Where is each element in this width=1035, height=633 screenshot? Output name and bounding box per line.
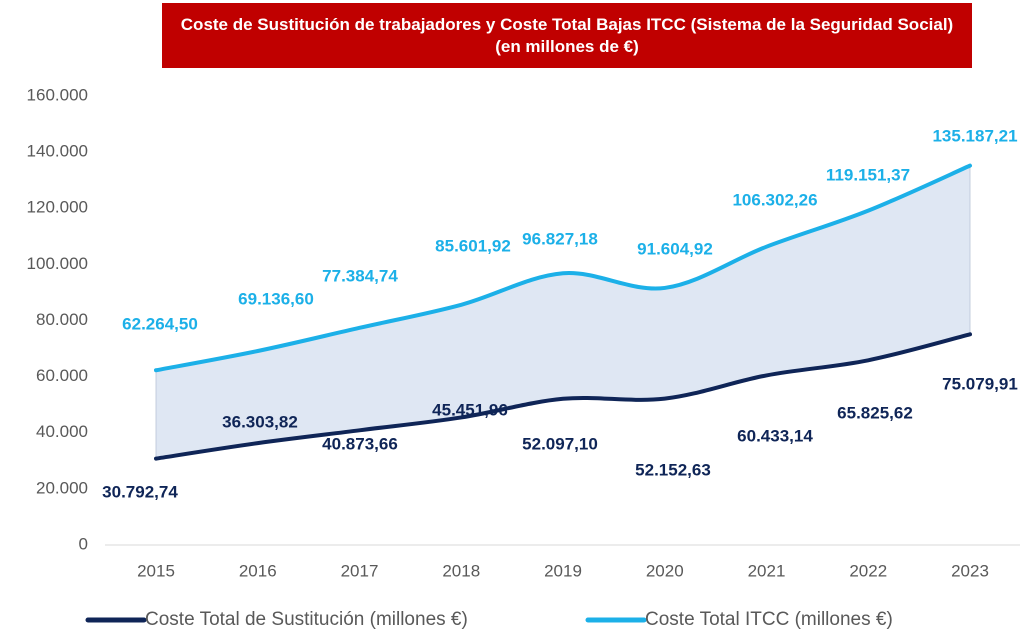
legend-label: Coste Total ITCC (millones €) (645, 609, 893, 630)
data-label: 85.601,92 (435, 236, 511, 255)
y-tick-label: 0 (79, 534, 88, 553)
data-label: 52.097,10 (522, 434, 598, 453)
data-label: 119.151,37 (826, 165, 910, 184)
data-label: 65.825,62 (837, 403, 913, 422)
data-label: 91.604,92 (637, 239, 713, 258)
y-tick-label: 60.000 (36, 366, 88, 385)
legend-label: Coste Total de Sustitución (millones €) (145, 609, 468, 630)
data-label: 60.433,14 (737, 426, 813, 445)
x-tick-label: 2022 (849, 561, 887, 580)
x-tick-label: 2020 (646, 561, 684, 580)
x-tick-label: 2021 (748, 561, 786, 580)
data-label: 36.303,82 (222, 412, 298, 431)
x-tick-label: 2019 (544, 561, 582, 580)
y-tick-label: 120.000 (27, 198, 88, 217)
x-tick-label: 2018 (442, 561, 480, 580)
data-label: 69.136,60 (238, 289, 314, 308)
y-tick-label: 40.000 (36, 422, 88, 441)
data-label: 75.079,91 (942, 374, 1018, 393)
line (154, 332, 972, 461)
data-label: 135.187,21 (932, 126, 1017, 145)
data-label: 45.451,96 (432, 400, 508, 419)
data-label: 96.827,18 (522, 229, 598, 248)
data-label: 77.384,74 (322, 266, 398, 285)
y-tick-label: 160.000 (27, 85, 88, 104)
data-label: 106.302,26 (732, 190, 817, 209)
y-tick-label: 140.000 (27, 142, 88, 161)
y-tick-label: 80.000 (36, 310, 88, 329)
y-tick-label: 100.000 (27, 254, 88, 273)
x-tick-label: 2017 (341, 561, 379, 580)
data-label: 40.873,66 (322, 434, 398, 453)
line (154, 163, 972, 373)
data-label: 62.264,50 (122, 314, 198, 333)
x-tick-label: 2023 (951, 561, 989, 580)
data-label: 52.152,63 (635, 460, 711, 479)
y-tick-label: 20.000 (36, 478, 88, 497)
chart-title: Coste de Sustitución de trabajadores y C… (162, 3, 972, 68)
x-tick-label: 2015 (137, 561, 175, 580)
x-tick-label: 2016 (239, 561, 277, 580)
data-label: 30.792,74 (102, 482, 178, 501)
